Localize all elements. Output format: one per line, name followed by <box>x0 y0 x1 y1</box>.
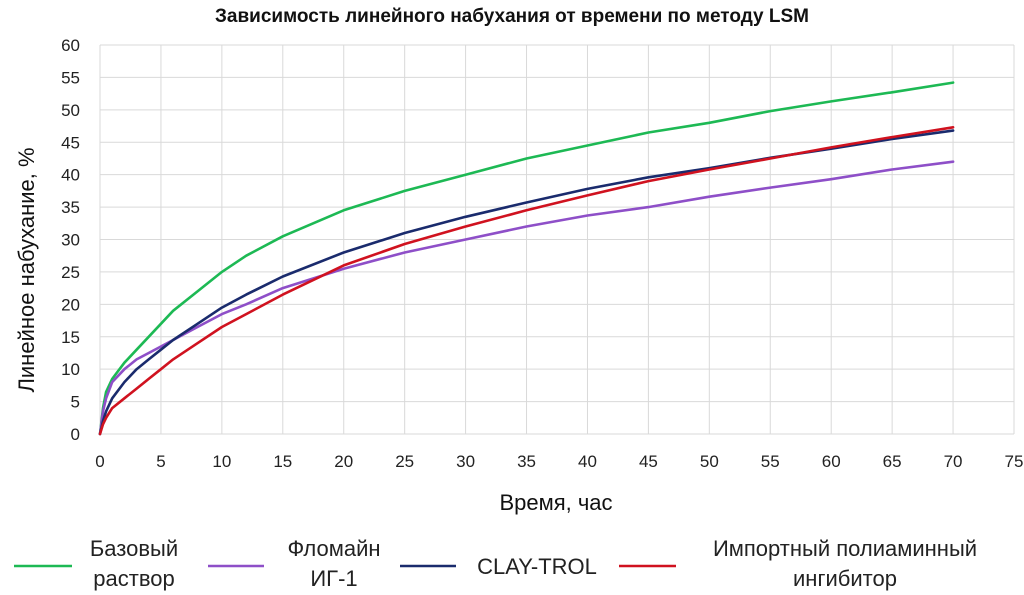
legend: Базовый раствор Фломайн ИГ-1 CLAY-TROL Импорт… <box>14 536 977 591</box>
tick-labels: 0 5 10 15 20 25 30 35 40 45 50 55 60 0 5 10 15 20 25 30 35 40… <box>61 36 1023 471</box>
x-tick-label: 45 <box>639 452 658 471</box>
y-tick-label: 10 <box>61 360 80 379</box>
legend-label: Базовый <box>90 536 178 561</box>
y-tick-label: 5 <box>71 393 80 412</box>
x-tick-label: 65 <box>883 452 902 471</box>
legend-label: Фломайн <box>287 536 380 561</box>
x-tick-label: 70 <box>944 452 963 471</box>
y-tick-label: 45 <box>61 133 80 152</box>
series-line-4 <box>98 126 955 436</box>
x-tick-label: 40 <box>578 452 597 471</box>
legend-item-2: Фломайн ИГ-1 <box>208 536 381 591</box>
x-tick-label: 30 <box>456 452 475 471</box>
y-tick-label: 40 <box>61 166 80 185</box>
y-tick-label: 20 <box>61 295 80 314</box>
y-tick-label: 55 <box>61 68 80 87</box>
x-axis-label: Время, час <box>499 490 612 515</box>
legend-label: раствор <box>93 566 174 591</box>
grid-layer <box>99 44 1015 435</box>
legend-label: Импортный полиаминный <box>713 536 977 561</box>
y-tick-label: 15 <box>61 328 80 347</box>
chart-title: Зависимость линейного набухания от време… <box>215 6 809 27</box>
x-tick-label: 60 <box>822 452 841 471</box>
legend-item-4: Импортный полиаминный ингибитор <box>619 536 977 591</box>
legend-label: ингибитор <box>793 566 897 591</box>
x-tick-label: 55 <box>761 452 780 471</box>
x-tick-label: 10 <box>212 452 231 471</box>
y-tick-label: 50 <box>61 101 80 120</box>
y-tick-label: 30 <box>61 231 80 250</box>
legend-item-3: CLAY-TROL <box>400 554 597 579</box>
x-tick-label: 15 <box>273 452 292 471</box>
y-tick-label: 0 <box>71 425 80 444</box>
x-tick-label: 25 <box>395 452 414 471</box>
series-line-1 <box>98 81 955 436</box>
x-tick-label: 50 <box>700 452 719 471</box>
y-axis-label: Линейное набухание, % <box>14 147 39 392</box>
y-tick-label: 35 <box>61 198 80 217</box>
x-tick-label: 5 <box>156 452 165 471</box>
x-tick-label: 75 <box>1005 452 1024 471</box>
legend-item-1: Базовый раствор <box>14 536 178 591</box>
legend-label: ИГ-1 <box>310 566 357 591</box>
x-tick-label: 0 <box>95 452 104 471</box>
y-tick-label: 60 <box>61 36 80 55</box>
x-tick-label: 35 <box>517 452 536 471</box>
series-line-2 <box>98 160 955 436</box>
y-tick-label: 25 <box>61 263 80 282</box>
series-layer <box>98 81 955 436</box>
x-tick-label: 20 <box>334 452 353 471</box>
legend-label: CLAY-TROL <box>477 554 597 579</box>
